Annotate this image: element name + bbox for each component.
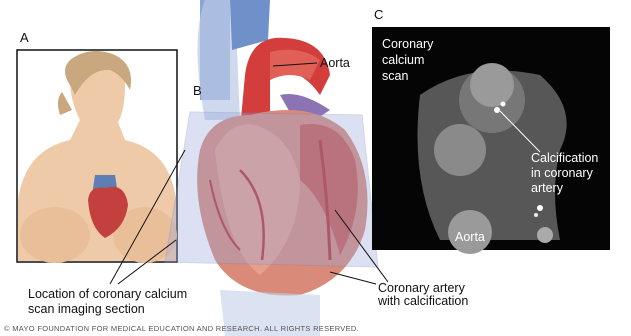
location-label: Location of coronary calcium [28,287,187,301]
calcification-label: Calcification [531,151,598,165]
scan-title: scan [382,69,408,83]
torso-figure [18,51,177,263]
pointer-lines [109,62,389,285]
coronary-artery-label: with calcification [377,294,468,308]
coronary-artery-label: Coronary artery [378,281,466,295]
panel-label: C [374,7,383,22]
panel-label: A [20,30,29,45]
scan-title: calcium [382,53,424,67]
heart-illustration [197,0,368,336]
ct-scan-image [417,63,567,254]
calcification-label: in coronary [531,166,594,180]
scan-title: Coronary [382,37,434,51]
imaging-plane [164,111,379,268]
copyright: © MAYO FOUNDATION FOR MEDICAL EDUCATION … [4,324,359,333]
calcification-label: artery [531,181,564,195]
panel-label: B [193,83,202,98]
location-label: scan imaging section [28,302,145,316]
aorta-label: Aorta [320,56,350,70]
calcification-pointer [499,110,541,153]
aorta-scan-label: Aorta [455,230,485,244]
